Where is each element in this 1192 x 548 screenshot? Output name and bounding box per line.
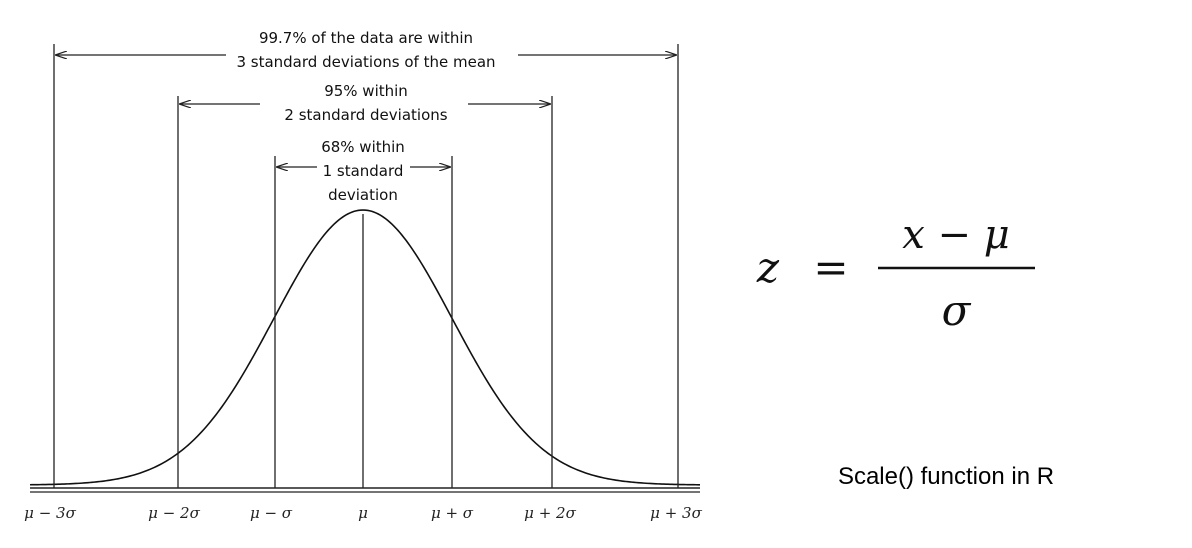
annotation-2sigma-line1: 95% within	[324, 82, 408, 100]
annotation-3sigma-line1: 99.7% of the data are within	[259, 29, 473, 47]
caption-text: Scale() function in R	[838, 463, 1054, 490]
tick-label-plus-2sigma: μ + 2σ	[524, 504, 576, 522]
bell-curve	[29, 209, 701, 486]
tick-label-minus-1sigma: μ − σ	[250, 504, 293, 522]
tick-label-plus-1sigma: μ + σ	[431, 504, 474, 522]
formula-equals: =	[813, 243, 848, 292]
tick-label-minus-3sigma: μ − 3σ	[24, 504, 76, 522]
annotation-2sigma-line2: 2 standard deviations	[284, 106, 447, 124]
formula-denominator: σ	[942, 286, 972, 335]
tick-label-mean: μ	[358, 504, 368, 522]
annotation-3sigma-line2: 3 standard deviations of the mean	[236, 53, 495, 71]
tick-label-minus-2sigma: μ − 2σ	[148, 504, 200, 522]
z-score-formula: z = x − μ σ	[756, 212, 1035, 335]
tick-label-plus-3sigma: μ + 3σ	[650, 504, 702, 522]
formula-numerator: x − μ	[902, 212, 1010, 258]
annotation-1sigma-line2: 1 standard	[323, 162, 404, 180]
annotation-1sigma-line3: deviation	[328, 186, 398, 204]
formula-lhs: z	[756, 243, 780, 292]
annotation-1sigma-line1: 68% within	[321, 138, 405, 156]
